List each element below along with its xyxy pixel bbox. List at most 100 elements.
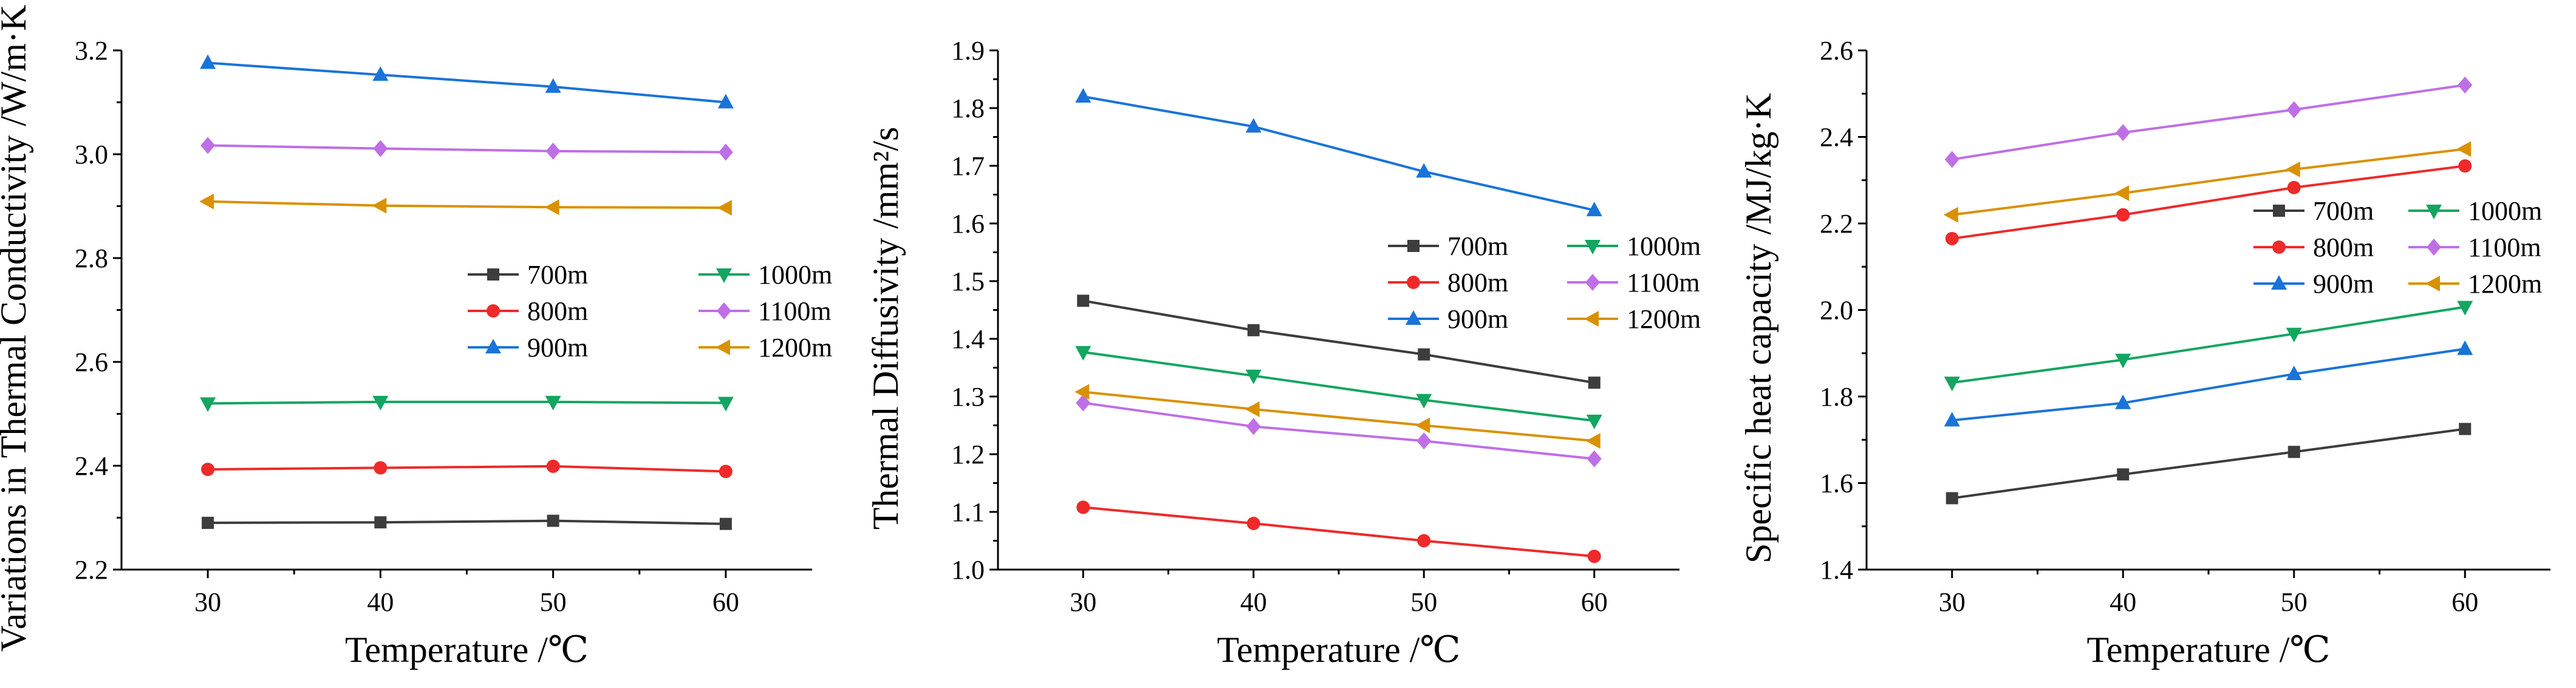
legend-label-900m: 900m [1447, 304, 1508, 334]
series-800m [1076, 500, 1601, 564]
legend-label-900m: 900m [2313, 269, 2374, 299]
series-900m [1075, 88, 1602, 217]
x-tick-label: 50 [1410, 587, 1437, 617]
data-point-1000m [1586, 414, 1602, 429]
series-1100m [1944, 77, 2473, 168]
x-tick-label: 60 [2451, 587, 2478, 617]
data-point-700m [2287, 446, 2300, 458]
legend-marker-800m [1407, 276, 1420, 289]
series-700m [1077, 295, 1601, 389]
legend-marker-1000m [1585, 240, 1601, 254]
y-tick-label: 2.4 [75, 451, 108, 481]
series-1000m [1075, 346, 1602, 429]
legend-label-1200m: 1200m [1627, 304, 1701, 334]
y-tick-label: 1.6 [951, 209, 985, 239]
data-point-1100m [200, 137, 216, 154]
legend-marker-1200m [2425, 276, 2440, 291]
data-point-1200m [1585, 433, 1601, 449]
y-tick-label: 1.6 [1820, 469, 1853, 499]
data-point-1000m [2457, 301, 2473, 316]
series-line-1100m [1952, 84, 2465, 161]
data-point-1200m [372, 197, 387, 214]
legend-label-800m: 800m [527, 296, 588, 326]
chart-panel-2: 1.0 1.1 1.2 1.3 1.4 1.5 1.6 1.7 1.8 1.9 30 40 50 60 Te… [866, 36, 1701, 670]
x-axis-title: Temperature /℃ [2086, 630, 2330, 670]
legend-label-1100m: 1100m [2468, 233, 2541, 262]
series-1200m [199, 193, 732, 216]
data-point-800m [201, 462, 215, 476]
data-point-700m [1418, 348, 1430, 361]
data-point-1100m [1587, 450, 1602, 468]
data-point-800m [1076, 500, 1090, 514]
data-point-1100m [2116, 124, 2131, 141]
x-axis-title: Temperature /℃ [345, 630, 589, 670]
chart-panel-3: 1.4 1.6 1.8 2.0 2.2 2.4 2.6 30 40 50 60 Temperature… [1738, 36, 2550, 670]
y-tick-label: 1.8 [1820, 382, 1853, 412]
series-line-1000m [1952, 305, 2465, 384]
data-point-1200m [199, 193, 214, 209]
data-point-1200m [2114, 185, 2130, 202]
legend-marker-1100m [1585, 274, 1600, 291]
series-line-1000m [1082, 350, 1594, 422]
legend-label-1000m: 1000m [758, 260, 832, 290]
legend-marker-700m [2273, 205, 2285, 217]
data-point-900m [1245, 118, 1262, 133]
y-tick-label: 1.7 [951, 151, 985, 181]
data-point-1000m [545, 395, 561, 410]
data-point-700m [547, 514, 559, 527]
y-tick-label: 1.4 [951, 324, 985, 354]
data-point-800m [1246, 517, 1260, 530]
y-axis-title: Thermal Diffusivity /mm²/s [866, 127, 906, 530]
data-point-700m [2459, 423, 2472, 435]
data-point-900m [2286, 365, 2302, 380]
legend-marker-900m [2271, 275, 2287, 290]
data-point-800m [2458, 159, 2472, 173]
series-line-800m [208, 465, 726, 473]
data-point-1000m [2286, 327, 2302, 342]
data-point-1200m [2456, 141, 2472, 157]
series-700m [202, 514, 732, 530]
legend-label-900m: 900m [527, 333, 588, 363]
series-1100m [200, 137, 733, 161]
series-line-900m [1082, 95, 1595, 212]
legend-label-800m: 800m [2313, 233, 2374, 262]
series-line-900m [1952, 347, 2465, 422]
legend-label-1100m: 1100m [758, 296, 832, 326]
data-point-800m [1945, 231, 1959, 245]
data-point-1200m [1074, 384, 1090, 400]
series-line-700m [208, 519, 726, 525]
series-line-1200m [1083, 390, 1594, 443]
series-900m [1944, 340, 2473, 427]
y-tick-label: 3.2 [75, 36, 108, 66]
legend-marker-900m [485, 339, 501, 353]
series-line-1100m [1082, 401, 1594, 460]
x-tick-label: 30 [1070, 587, 1096, 617]
data-point-900m [2457, 340, 2473, 355]
legend-label-1100m: 1100m [1627, 268, 1700, 298]
data-point-800m [374, 461, 388, 475]
y-tick-label: 1.3 [951, 382, 985, 412]
legend-label-700m: 700m [527, 260, 588, 290]
data-point-1100m [2286, 101, 2301, 118]
data-point-1200m [1415, 417, 1430, 434]
legend: 700m 800m 900m 1000m 1100m 1200m [1388, 231, 1701, 334]
legend-label-1200m: 1200m [758, 333, 832, 363]
data-point-1200m [2285, 161, 2300, 177]
x-tick-label: 50 [2281, 587, 2308, 617]
y-tick-label: 2.6 [75, 347, 108, 377]
x-tick-label: 60 [712, 587, 739, 617]
data-point-800m [1587, 550, 1601, 564]
series-line-1100m [208, 144, 726, 154]
data-point-1100m [1944, 151, 1959, 168]
data-point-1100m [2458, 77, 2473, 94]
x-tick-label: 40 [2110, 587, 2136, 617]
data-point-700m [1247, 324, 1260, 336]
series-1200m [1074, 384, 1601, 449]
y-tick-label: 1.8 [951, 94, 985, 123]
legend-marker-700m [487, 268, 499, 281]
y-tick-label: 1.1 [951, 497, 985, 527]
y-tick-label: 3.0 [75, 140, 108, 169]
data-point-800m [1417, 534, 1431, 548]
y-tick-label: 2.0 [1820, 296, 1853, 325]
series-1200m [1943, 141, 2472, 223]
